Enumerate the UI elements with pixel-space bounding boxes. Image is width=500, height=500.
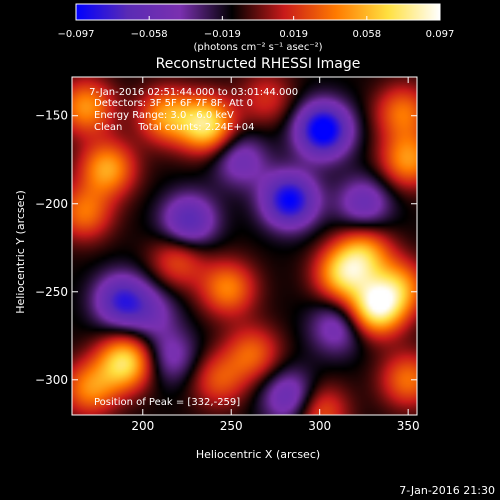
colorbar — [75, 3, 441, 21]
x-tick-label: 350 — [397, 419, 420, 433]
y-axis-label: Heliocentric Y (arcsec) — [14, 190, 27, 314]
colorbar-unit-label: (photons cm⁻² s⁻¹ asec⁻²) — [193, 42, 322, 53]
colorbar-tick-label: 0.019 — [279, 29, 308, 40]
y-tick-label: −200 — [35, 197, 68, 211]
overlay-energy-range: Energy Range: 3.0 - 6.0 keV — [94, 110, 234, 121]
colorbar-ticks: −0.097 −0.058 −0.019 0.019 0.058 0.097 — [57, 16, 454, 40]
overlay-time-range: 7-Jan-2016 02:51:44.000 to 03:01:44.000 — [86, 87, 299, 98]
footer-timestamp: 7-Jan-2016 21:30 — [399, 484, 495, 497]
x-tick-label: 250 — [220, 419, 243, 433]
y-tick-label: −250 — [35, 285, 68, 299]
x-axis-label: Heliocentric X (arcsec) — [196, 448, 320, 461]
plot-frame — [71, 76, 418, 416]
y-axis-ticks: −150 −200 −250 −300 — [35, 109, 417, 387]
heatmap-image — [72, 77, 417, 415]
overlay-peak-position: Position of Peak = [332,-259] — [94, 397, 241, 408]
overlay-detectors: Detectors: 3F 5F 6F 7F 8F, Att 0 — [94, 98, 254, 109]
chart-title: Reconstructed RHESSI Image — [156, 56, 361, 72]
x-tick-label: 300 — [308, 419, 331, 433]
colorbar-tick-label: 0.058 — [353, 29, 382, 40]
x-tick-label: 200 — [131, 419, 154, 433]
colorbar-tick-label: 0.097 — [426, 29, 455, 40]
y-tick-label: −300 — [35, 373, 68, 387]
x-axis-ticks: 200 250 300 350 — [131, 77, 420, 433]
y-tick-label: −150 — [35, 109, 68, 123]
colorbar-tick-label: −0.058 — [131, 29, 168, 40]
overlay-total-counts: Clean Total counts: 2.24E+04 — [94, 122, 255, 133]
colorbar-tick-label: −0.019 — [204, 29, 241, 40]
colorbar-tick-label: −0.097 — [57, 29, 94, 40]
